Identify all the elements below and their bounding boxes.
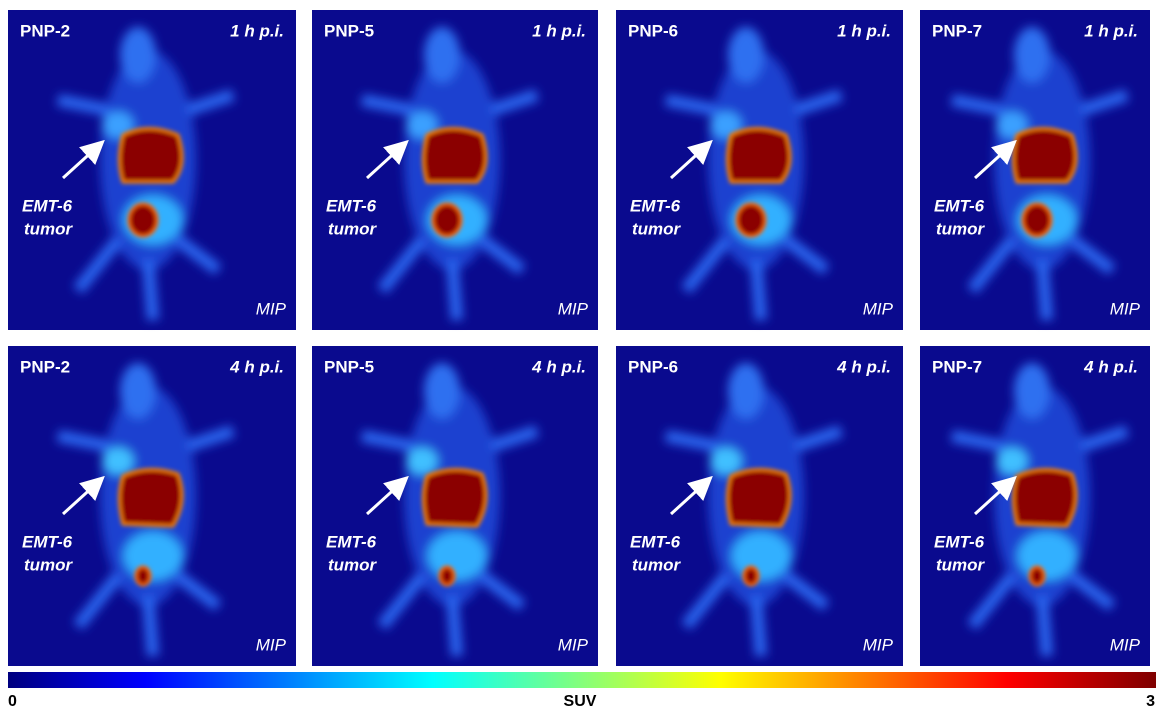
tumor: [406, 447, 438, 475]
panel: PNP-5 4 h p.i. EMT-6 tumor MIP: [312, 346, 598, 666]
annotation: tumor: [24, 219, 74, 238]
liver: [120, 469, 183, 526]
colorbar-min: 0: [8, 693, 17, 710]
time-label: 1 h p.i.: [837, 21, 891, 40]
liver: [728, 469, 791, 526]
time-label: 4 h p.i.: [229, 357, 284, 376]
bladder: [737, 204, 765, 236]
panel: PNP-5 1 h p.i. EMT-6 tumor MIP: [312, 10, 598, 330]
head: [120, 363, 156, 419]
annotation: tumor: [936, 555, 986, 574]
head: [1014, 363, 1050, 419]
gut: [731, 531, 791, 581]
liver: [120, 129, 183, 183]
annotation: EMT-6: [22, 196, 73, 215]
head: [728, 27, 764, 83]
time-label: 1 h p.i.: [1084, 21, 1138, 40]
liver: [424, 469, 487, 526]
colorbar-max: 3: [1146, 693, 1155, 710]
tumor: [102, 447, 134, 475]
view-label: MIP: [1110, 635, 1141, 654]
head: [120, 27, 156, 83]
head: [424, 363, 460, 419]
view-label: MIP: [863, 299, 894, 318]
panel: PNP-2 4 h p.i. EMT-6 tumor MIP: [8, 346, 296, 666]
panel: PNP-2 1 h p.i. EMT-6 tumor MIP: [8, 10, 296, 330]
bladder: [440, 567, 454, 585]
liver: [424, 129, 487, 183]
view-label: MIP: [558, 635, 589, 654]
time-label: 4 h p.i.: [1083, 357, 1138, 376]
annotation: EMT-6: [934, 196, 985, 215]
figure: 0 SUV 3 PNP-2 1 h p.i. EMT-6 tumor MIP PNP-5 1…: [0, 0, 1159, 711]
annotation: EMT-6: [630, 196, 681, 215]
gut: [1017, 531, 1077, 581]
gut: [123, 531, 183, 581]
annotation: EMT-6: [22, 532, 73, 551]
tracer-label: PNP-6: [628, 21, 678, 40]
annotation: tumor: [328, 219, 378, 238]
time-label: 4 h p.i.: [836, 357, 891, 376]
bladder: [136, 567, 150, 585]
annotation: tumor: [24, 555, 74, 574]
head: [424, 27, 460, 83]
liver: [728, 129, 791, 183]
tracer-label: PNP-5: [324, 357, 374, 376]
annotation: tumor: [328, 555, 378, 574]
view-label: MIP: [256, 635, 287, 654]
panel: PNP-6 4 h p.i. EMT-6 tumor MIP: [616, 346, 903, 666]
bladder: [129, 204, 157, 236]
tracer-label: PNP-2: [20, 21, 70, 40]
colorbar-label: SUV: [564, 693, 597, 710]
tumor: [710, 447, 742, 475]
annotation: EMT-6: [934, 532, 985, 551]
view-label: MIP: [256, 299, 287, 318]
view-label: MIP: [1110, 299, 1141, 318]
tracer-label: PNP-7: [932, 357, 982, 376]
view-label: MIP: [558, 299, 589, 318]
time-label: 4 h p.i.: [531, 357, 586, 376]
bladder: [1030, 567, 1044, 585]
colorbar: [8, 672, 1156, 688]
tracer-label: PNP-2: [20, 357, 70, 376]
panel: PNP-6 1 h p.i. EMT-6 tumor MIP: [616, 10, 903, 330]
bladder: [744, 567, 758, 585]
annotation: tumor: [936, 219, 986, 238]
head: [1014, 27, 1050, 83]
gut: [427, 531, 487, 581]
panel: PNP-7 1 h p.i. EMT-6 tumor MIP: [920, 10, 1150, 330]
bladder: [1023, 204, 1051, 236]
annotation: tumor: [632, 555, 682, 574]
time-label: 1 h p.i.: [230, 21, 284, 40]
tracer-label: PNP-6: [628, 357, 678, 376]
liver: [1014, 469, 1077, 526]
annotation: EMT-6: [326, 532, 377, 551]
annotation: EMT-6: [326, 196, 377, 215]
head: [728, 363, 764, 419]
time-label: 1 h p.i.: [532, 21, 586, 40]
tumor: [996, 447, 1028, 475]
annotation: tumor: [632, 219, 682, 238]
liver: [1014, 129, 1077, 183]
tracer-label: PNP-5: [324, 21, 374, 40]
panel: PNP-7 4 h p.i. EMT-6 tumor MIP: [920, 346, 1150, 666]
annotation: EMT-6: [630, 532, 681, 551]
view-label: MIP: [863, 635, 894, 654]
bladder: [433, 204, 461, 236]
tracer-label: PNP-7: [932, 21, 982, 40]
